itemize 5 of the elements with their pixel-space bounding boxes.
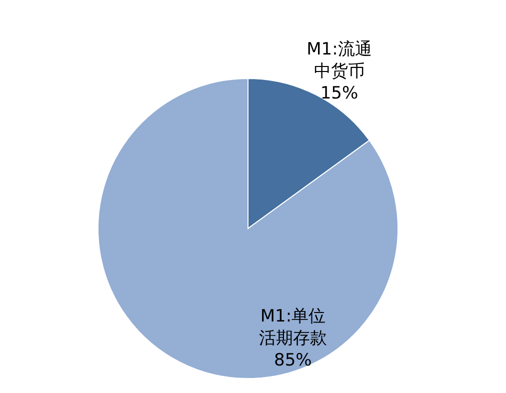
slice-label: M1:单位活期存款 (258, 306, 327, 349)
data-label: 15% (320, 83, 358, 104)
data-label: 85% (274, 350, 312, 371)
slice-label: M1:流通中货币 (306, 39, 372, 82)
pie-slice (98, 78, 398, 379)
